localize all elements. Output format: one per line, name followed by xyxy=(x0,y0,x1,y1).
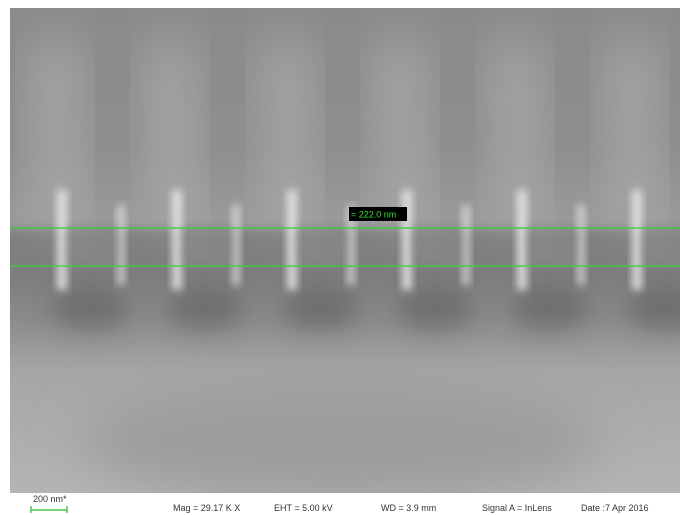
scale-label: 200 nm* xyxy=(33,494,67,504)
texture xyxy=(632,190,642,290)
texture xyxy=(282,286,358,330)
info-field: WD = 3.9 mm xyxy=(381,503,436,513)
texture xyxy=(232,205,240,285)
texture xyxy=(402,190,412,290)
texture xyxy=(517,190,527,290)
info-bar: 200 nm* Mag = 29.17 K X EHT = 5.00 kV WD… xyxy=(10,493,680,515)
texture xyxy=(577,205,585,285)
texture xyxy=(412,228,462,266)
texture xyxy=(117,205,125,285)
info-field: Mag = 29.17 K X xyxy=(173,503,240,513)
info-field: EHT = 5.00 kV xyxy=(274,503,333,513)
texture xyxy=(52,286,128,330)
page: = 222.0 nm 200 nm* Mag = 29.17 K X EHT =… xyxy=(0,0,680,515)
texture xyxy=(167,286,243,330)
micrograph xyxy=(10,8,680,500)
texture xyxy=(182,228,232,266)
texture xyxy=(527,228,577,266)
measurement-label: = 222.0 nm xyxy=(351,210,396,220)
texture xyxy=(57,190,67,290)
texture xyxy=(172,190,182,290)
sem-screenshot: = 222.0 nm 200 nm* Mag = 29.17 K X EHT =… xyxy=(0,0,680,515)
info-field: Signal A = InLens xyxy=(482,503,552,513)
texture xyxy=(287,190,297,290)
texture xyxy=(512,286,588,330)
texture xyxy=(642,228,680,266)
texture xyxy=(397,286,473,330)
texture xyxy=(67,228,117,266)
info-field: Date :7 Apr 2016 xyxy=(581,503,649,513)
texture xyxy=(297,228,347,266)
texture xyxy=(462,205,470,285)
